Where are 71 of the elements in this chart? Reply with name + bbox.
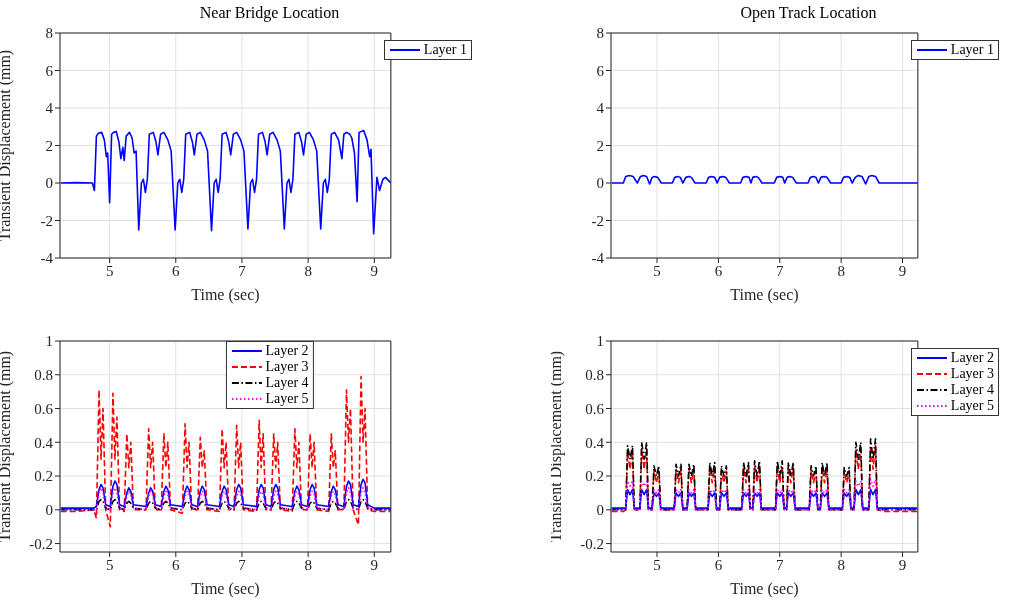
x-tick-label: 5: [105, 556, 114, 573]
x-tick-label: 9: [898, 556, 907, 573]
y-tick-label: 8: [45, 25, 53, 42]
x-tick-label: 9: [370, 262, 379, 279]
x-tick-label: 9: [898, 262, 907, 279]
legend-label: Layer 2: [265, 343, 309, 359]
y-tick-label: -0.2: [29, 535, 53, 552]
x-tick-label: 6: [172, 556, 181, 573]
y-tick-label: 1: [596, 333, 604, 350]
x-tick-label: 6: [714, 556, 723, 573]
legend-label: Layer 3: [265, 359, 309, 375]
y-tick-label: 4: [596, 100, 605, 117]
y-tick-label: 0: [45, 502, 53, 519]
legend-label: Layer 5: [950, 398, 994, 414]
y-tick-label: -2: [591, 212, 604, 229]
x-tick-label: 7: [776, 262, 785, 279]
x-tick-label: 7: [238, 556, 247, 573]
x-tick-label: 5: [653, 556, 661, 573]
legend-label: Layer 1: [950, 42, 994, 58]
x-axis-title: Time (sec): [730, 286, 799, 304]
x-axis-title: Time (sec): [730, 580, 799, 598]
y-tick-label: 0.8: [34, 367, 53, 384]
y-tick-label: 0.2: [34, 468, 53, 485]
line-series: [611, 488, 918, 509]
legend-label: Layer 3: [950, 366, 994, 382]
x-tick-label: 7: [776, 556, 785, 573]
y-tick-label: 0: [596, 175, 604, 192]
y-tick-label: 0.8: [585, 367, 604, 384]
y-tick-label: 0: [596, 502, 604, 519]
line-series: [60, 498, 391, 511]
x-tick-label: 7: [238, 262, 247, 279]
y-tick-label: 6: [45, 62, 54, 79]
y-tick-label: 0.6: [585, 400, 605, 417]
x-tick-label: 5: [105, 262, 114, 279]
x-tick-label: 8: [304, 556, 312, 573]
y-tick-label: -4: [591, 250, 605, 267]
legend-label: Layer 5: [265, 391, 309, 407]
legend-label: Layer 4: [265, 375, 309, 391]
line-series: [60, 129, 391, 235]
x-tick-label: 6: [714, 262, 723, 279]
legend-label: Layer 1: [423, 42, 467, 58]
y-tick-label: 2: [596, 137, 604, 154]
y-tick-label: -4: [40, 250, 54, 267]
x-tick-label: 5: [653, 262, 661, 279]
x-tick-label: 8: [837, 262, 845, 279]
legend-label: Layer 4: [950, 382, 994, 398]
x-tick-label: 6: [172, 262, 181, 279]
y-tick-label: 0.4: [34, 434, 54, 451]
line-series: [611, 478, 918, 511]
y-tick-label: 0.2: [585, 468, 604, 485]
y-tick-label: 8: [596, 25, 604, 42]
line-series: [60, 478, 391, 509]
chart-title: Open Track Location: [739, 4, 878, 22]
y-tick-label: 0.4: [585, 434, 605, 451]
x-axis-title: Time (sec): [191, 286, 260, 304]
y-tick-label: 6: [596, 62, 605, 79]
legend-label: Layer 2: [950, 350, 994, 366]
x-tick-label: 8: [837, 556, 845, 573]
line-series: [60, 375, 391, 528]
y-tick-label: 0: [45, 175, 53, 192]
y-tick-label: 0.6: [34, 400, 54, 417]
line-series: [611, 174, 918, 185]
y-tick-label: -2: [40, 212, 53, 229]
x-tick-label: 9: [370, 556, 379, 573]
x-tick-label: 8: [304, 262, 312, 279]
x-axis-title: Time (sec): [191, 580, 260, 598]
y-tick-label: 2: [45, 137, 53, 154]
chart-title: Near Bridge Location: [198, 4, 341, 22]
y-tick-label: 1: [45, 333, 53, 350]
y-tick-label: 4: [45, 100, 54, 117]
y-tick-label: -0.2: [580, 535, 604, 552]
